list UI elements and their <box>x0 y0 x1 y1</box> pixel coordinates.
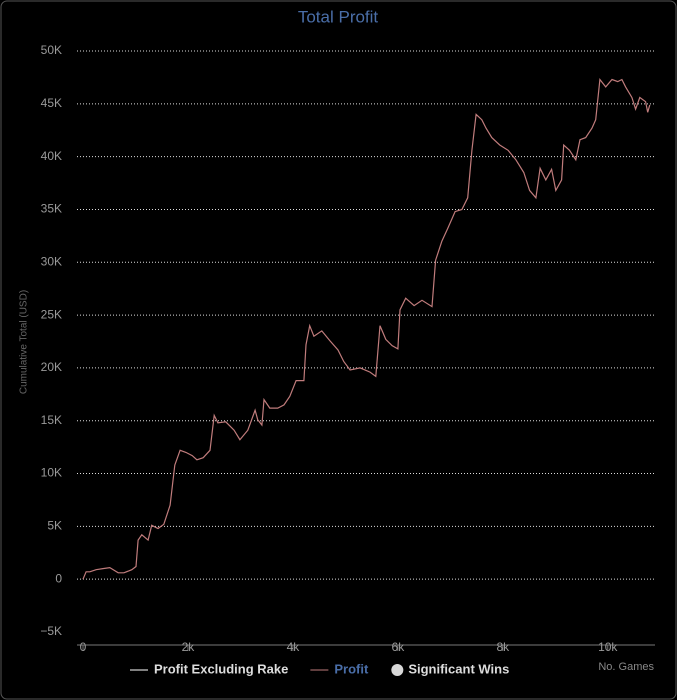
x-tick-label: 2k <box>182 640 196 654</box>
y-tick-label: 20K <box>41 360 62 374</box>
y-tick-label: −5K <box>40 624 62 638</box>
legend-symbol <box>391 664 404 676</box>
x-tick-label: 0 <box>80 640 87 654</box>
x-tick-label: 4k <box>287 640 301 654</box>
x-tick-label: 6k <box>392 640 406 654</box>
y-tick-label: 15K <box>41 413 62 427</box>
legend-label[interactable]: Profit <box>334 661 369 676</box>
y-tick-label: 25K <box>41 307 62 321</box>
y-tick-label: 35K <box>41 202 62 216</box>
y-tick-label: 40K <box>41 149 62 163</box>
y-tick-label: 10K <box>41 466 62 480</box>
y-tick-label: 50K <box>41 43 62 57</box>
y-axis-label: Cumulative Total (USD) <box>19 290 30 394</box>
legend-label[interactable]: Significant Wins <box>408 661 509 676</box>
profit-line <box>82 77 651 580</box>
legend-label[interactable]: Profit Excluding Rake <box>154 661 288 676</box>
y-tick-label: 0 <box>55 571 62 585</box>
y-tick-label: 5K <box>47 519 62 533</box>
x-tick-label: 10k <box>598 640 618 654</box>
y-tick-label: 45K <box>41 96 62 110</box>
chart-title: Total Profit <box>298 7 379 26</box>
y-tick-label: 30K <box>41 254 62 268</box>
x-tick-label: 8k <box>496 640 510 654</box>
x-axis-label: No. Games <box>598 661 654 673</box>
